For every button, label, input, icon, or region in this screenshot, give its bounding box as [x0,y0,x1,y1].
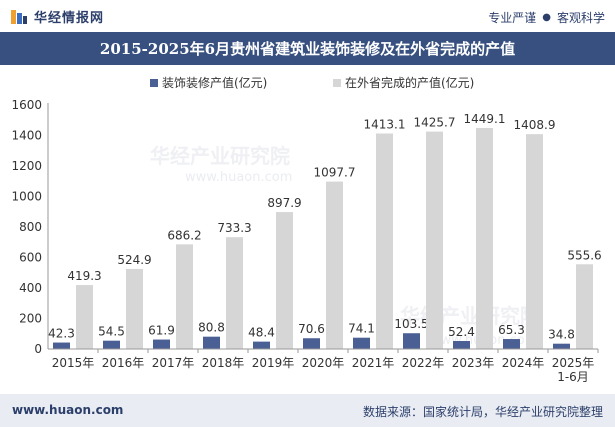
data-label: 65.3 [498,323,525,337]
legend-swatch [333,79,341,87]
bar-chart: 装饰装修产值(亿元) 在外省完成的产值(亿元) 0 200 400 600 800 1000… [11,75,602,384]
footer: www.huaon.com 数据来源：国家统计局，华经产业研究院整理 [0,394,615,427]
data-label: 419.3 [67,269,101,283]
slogan: 专业严谨 ● 客观科学 [488,9,605,26]
data-label: 897.9 [267,196,301,210]
footer-source: 数据来源：国家统计局，华经产业研究院整理 [362,405,603,419]
data-label: 70.6 [298,322,325,336]
bar-external [126,268,143,349]
bar-external [176,244,193,349]
data-label: 1097.7 [314,166,356,180]
data-label: 80.8 [198,321,225,335]
data-label: 555.6 [567,248,601,262]
bar-external [226,237,243,349]
bar-external [276,212,293,349]
bar-external [526,134,543,349]
data-label: 1425.7 [414,116,456,130]
bars: 42.3 419.3 54.5 524.9 61.9 686.2 80.8 733.3 48.4… [48,112,602,349]
bar-decoration [153,339,170,349]
data-label: 34.8 [548,328,575,342]
data-label: 1408.9 [514,118,556,132]
data-label: 524.9 [117,253,151,267]
x-tick-label: 2020年 [302,356,345,370]
data-label: 42.3 [48,327,75,341]
bar-decoration [453,341,470,349]
data-label: 54.5 [98,325,125,339]
y-tick-label: 1600 [11,98,42,112]
bar-external [376,133,393,349]
data-label: 733.3 [217,221,251,235]
x-tick-label: 2015年 [52,356,95,370]
footer-website: www.huaon.com [12,403,124,417]
x-tick-label: 2021年 [352,356,395,370]
y-axis: 0 200 400 600 800 1000 1200 1400 1600 [11,98,49,356]
y-tick-label: 800 [19,220,42,234]
bar-decoration [203,336,220,349]
legend-swatch [150,79,158,87]
bar-decoration [303,338,320,349]
y-tick-label: 1200 [11,159,42,173]
bar-decoration [553,343,570,349]
bar-decoration [403,333,420,349]
bar-external [326,181,343,349]
slogan-left: 专业严谨 [488,11,537,25]
bar-decoration [253,341,270,349]
y-tick-label: 0 [34,342,42,356]
y-tick-label: 400 [19,281,42,295]
brand: 华经情报网 [10,7,104,26]
x-tick-label: 2016年 [102,356,145,370]
legend-label: 装饰装修产值(亿元) [162,75,267,90]
data-label: 74.1 [348,322,375,336]
data-label: 48.4 [248,326,275,340]
x-tick-label: 2019年 [252,356,295,370]
x-tick-label: 2022年 [402,356,445,370]
data-label: 52.4 [448,325,475,339]
x-tick-label: 2024年 [502,356,545,370]
brand-name: 华经情报网 [34,11,105,26]
x-tick-label: 2023年 [452,356,495,370]
bullet-dot-icon: ● [542,12,551,23]
data-label: 1413.1 [364,118,406,132]
x-axis: 2015年 2016年 2017年 2018年 2019年 2020年 2021年 2022年… [48,348,599,384]
legend-label: 在外省完成的产值(亿元) [345,75,474,90]
bar-external [476,128,493,349]
y-tick-label: 1400 [11,129,42,143]
x-tick-label: 2025年 1-6月 [552,356,595,384]
bar-external [76,285,93,349]
data-label: 61.9 [148,324,175,338]
top-bar: 华经情报网 专业严谨 ● 客观科学 [0,0,615,32]
x-tick-label: 2017年 [152,356,195,370]
legend: 装饰装修产值(亿元) 在外省完成的产值(亿元) [150,75,474,90]
bar-external [576,264,593,349]
y-tick-label: 1000 [11,190,42,204]
bar-decoration [503,339,520,349]
y-tick-label: 600 [19,251,42,265]
bar-decoration [353,337,370,349]
data-label: 686.2 [167,228,201,242]
bar-external [426,131,443,349]
chart-title: 2015-2025年6月贵州省建筑业装饰装修及在外省完成的产值 [99,40,516,58]
y-tick-label: 200 [19,312,42,326]
bar-decoration [103,340,120,349]
bar-decoration [53,342,70,349]
huajing-logo-icon [11,9,27,24]
data-label: 103.5 [394,317,428,331]
slogan-right: 客观科学 [556,11,605,25]
data-label: 1449.1 [464,112,506,126]
title-bar: 2015-2025年6月贵州省建筑业装饰装修及在外省完成的产值 [0,32,615,65]
x-tick-label: 2018年 [202,356,245,370]
